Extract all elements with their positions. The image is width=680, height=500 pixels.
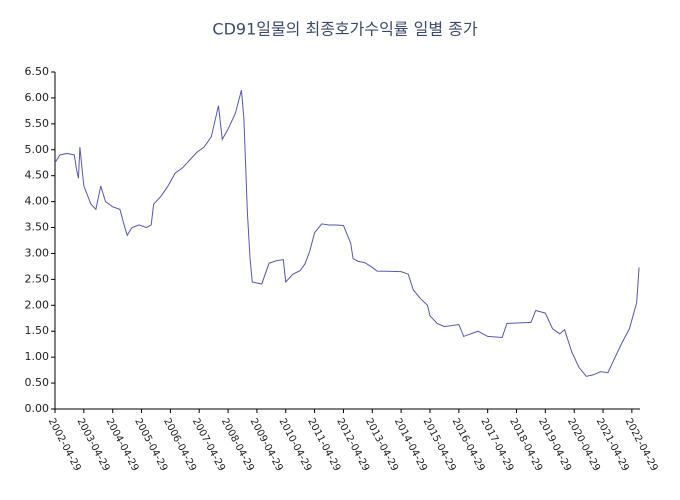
y-tick-label: 4.00 (25, 195, 50, 208)
y-tick-label: 2.50 (25, 272, 50, 285)
y-tick-label: 2.00 (25, 298, 50, 311)
y-tick-label: 4.50 (25, 169, 50, 182)
y-tick-label: 3.50 (25, 221, 50, 234)
y-tick-label: 1.00 (25, 350, 50, 363)
y-tick-label: 0.50 (25, 376, 50, 389)
chart-title: CD91일물의 최종호가수익률 일별 종가 (212, 20, 477, 39)
y-tick-label: 6.50 (25, 65, 50, 78)
y-tick-label: 6.00 (25, 91, 50, 104)
y-tick-label: 5.00 (25, 143, 50, 156)
line-series (54, 90, 640, 377)
y-tick-label: 5.50 (25, 117, 50, 130)
y-tick-label: 1.50 (25, 324, 50, 337)
y-tick-label: 3.00 (25, 246, 50, 259)
y-tick-label: 0.00 (25, 402, 50, 415)
